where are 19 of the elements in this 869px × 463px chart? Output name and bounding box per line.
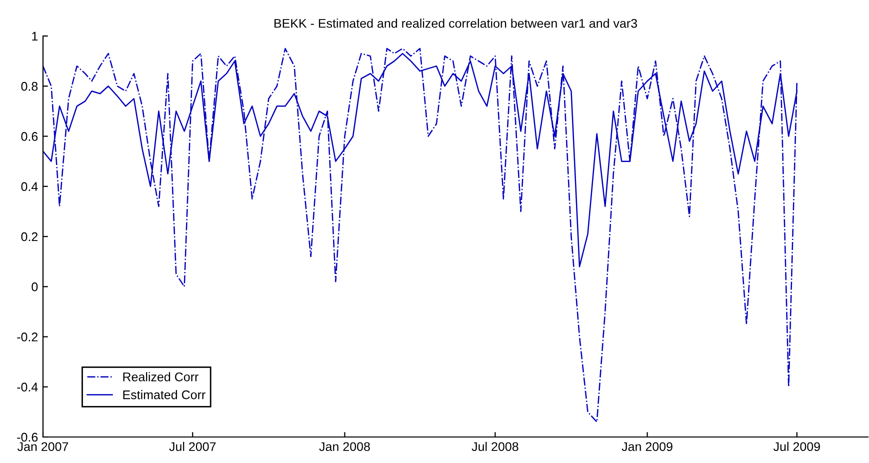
- y-tick-label: 0: [32, 282, 38, 292]
- legend-label: Realized Corr: [123, 372, 198, 382]
- y-tick-label: -0.6: [17, 432, 38, 442]
- y-tick-label: 0.6: [21, 132, 38, 141]
- x-tick-label: Jul 2007: [169, 442, 216, 452]
- x-tick-label: Jul 2008: [472, 442, 518, 452]
- legend-label: Estimated Corr: [123, 390, 206, 400]
- y-tick-label: -0.4: [17, 382, 38, 392]
- x-tick-label: Jan 2007: [17, 442, 68, 452]
- y-tick-label: 0.2: [21, 232, 38, 242]
- y-tick-label: 0.8: [21, 82, 38, 91]
- x-tick-label: Jul 2009: [773, 442, 820, 452]
- y-tick-label: -0.2: [17, 332, 38, 342]
- y-tick-label: 0.4: [21, 182, 38, 192]
- y-tick-label: 1: [32, 32, 38, 41]
- chart-title: BEKK - Estimated and realized correlation between var1 and var3: [274, 18, 638, 28]
- line-series: [43, 48, 798, 423]
- x-tick-label: Jan 2008: [319, 442, 370, 452]
- x-tick-label: Jan 2009: [622, 442, 672, 452]
